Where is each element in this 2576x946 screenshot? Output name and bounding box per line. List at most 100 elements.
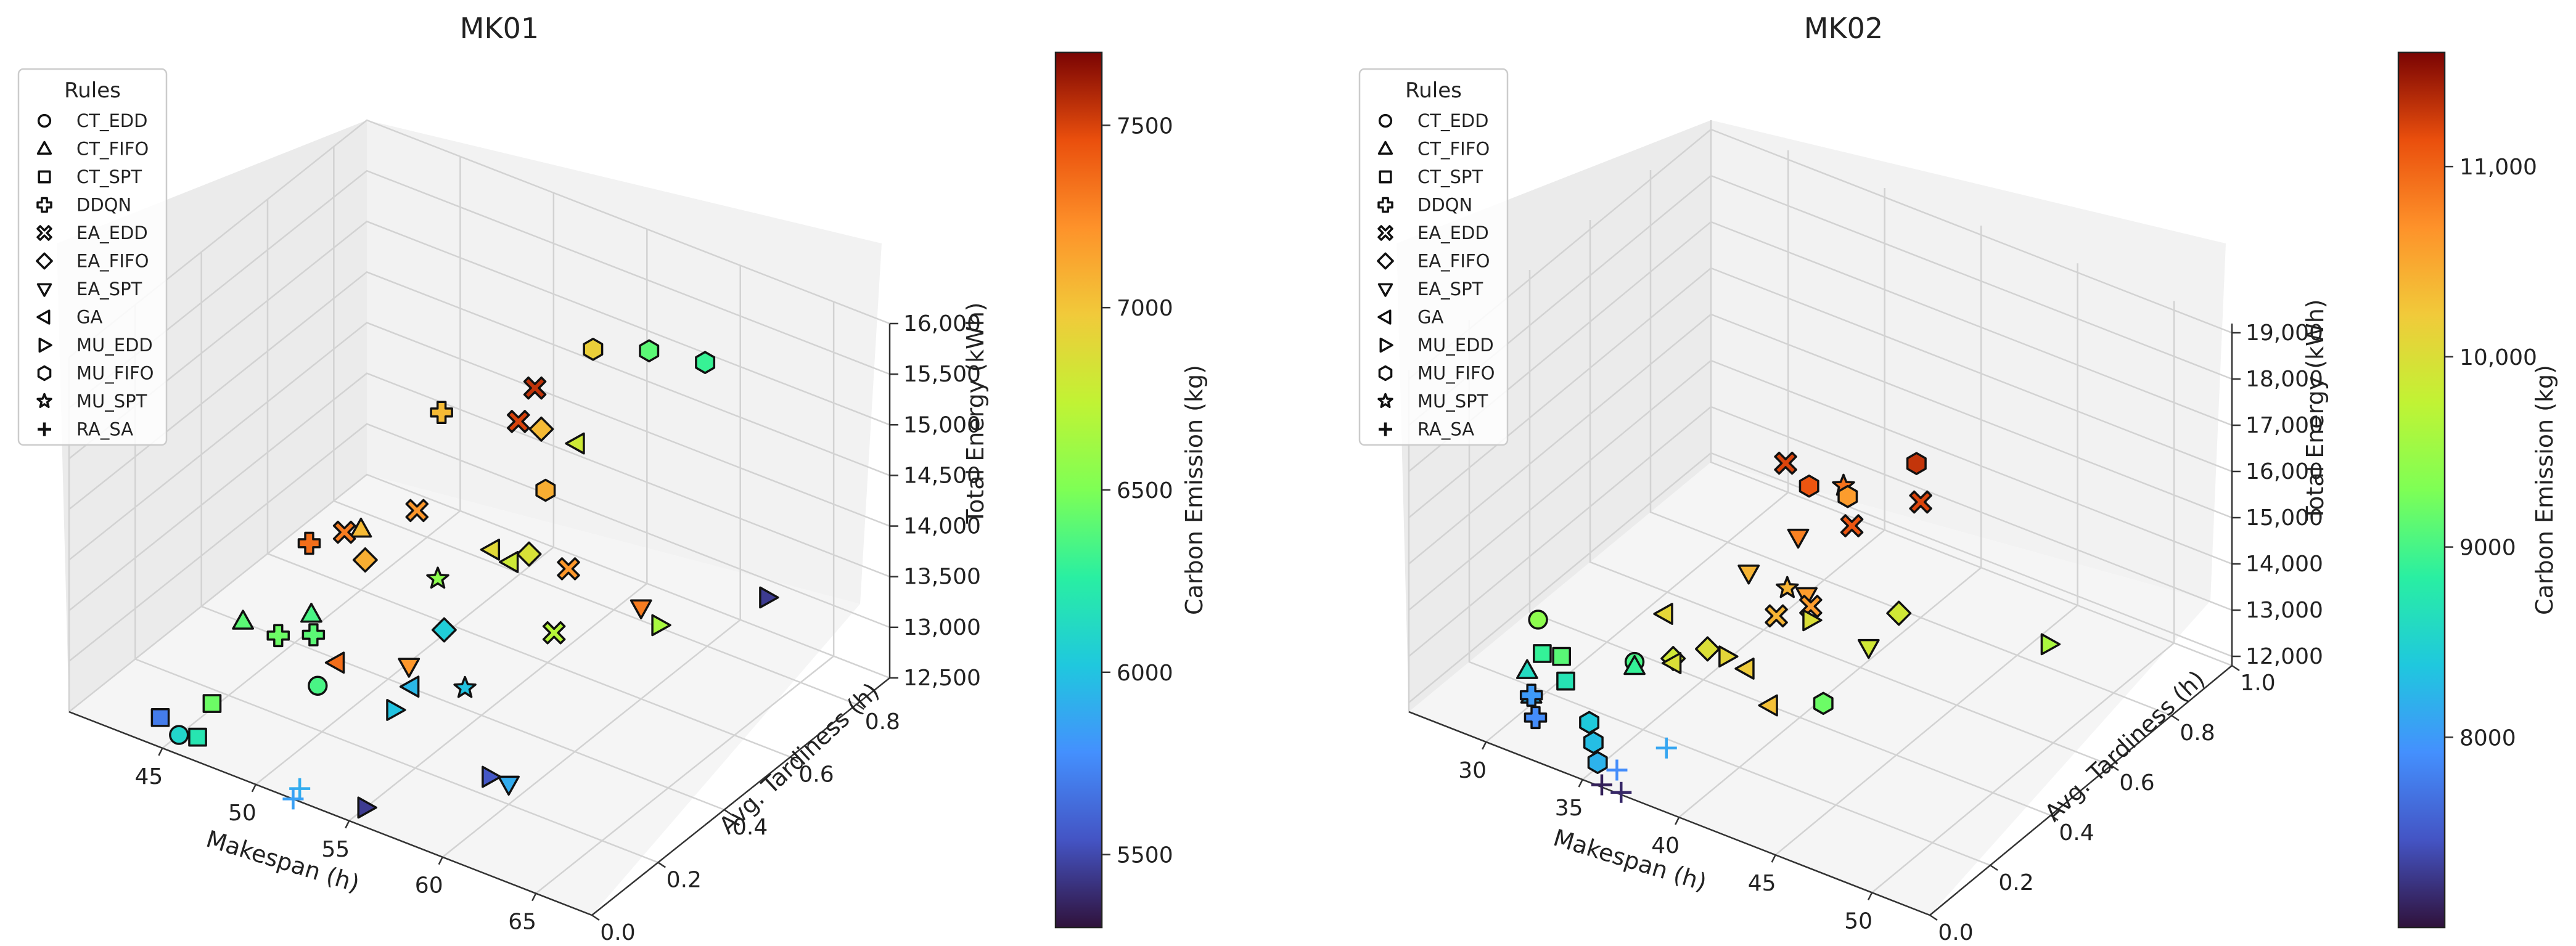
legend-marker-ea-edd — [36, 225, 52, 241]
colorbar-tick-label: 8000 — [2459, 725, 2516, 751]
point-ddqn — [266, 624, 290, 648]
legend-marker-ea-fifo — [1377, 252, 1394, 270]
z-tick-label: 14,000 — [903, 514, 981, 539]
point-ct-spt — [150, 707, 170, 727]
colorbar-tick-label: 11,000 — [2459, 155, 2537, 180]
legend-marker-mu-fifo — [1378, 365, 1393, 381]
point-mu-fifo — [1583, 731, 1604, 754]
point-mu-spt — [453, 675, 477, 698]
point-ddqn — [430, 401, 453, 425]
y-gridline — [1589, 220, 2112, 767]
legend-label: CT_FIFO — [1417, 139, 1490, 160]
y-axis-line — [1929, 665, 2233, 916]
point-ct-spt — [1533, 644, 1552, 663]
legend-label: EA_SPT — [1417, 279, 1483, 300]
point-ea-spt — [398, 658, 420, 678]
point-ga — [1734, 658, 1755, 680]
x-tick-label: 30 — [1458, 758, 1487, 783]
point-ga — [1661, 652, 1682, 674]
point-ea-fifo — [1695, 636, 1720, 662]
z-gridline — [68, 473, 890, 712]
legend-marker-mu-spt — [36, 393, 52, 409]
x-tick-label: 35 — [1555, 796, 1583, 821]
x-tick-mark — [1867, 892, 1873, 900]
mk01-points — [150, 337, 779, 819]
z-gridline — [1408, 359, 2233, 611]
point-mu-fifo — [583, 337, 604, 361]
x-tick-label: 65 — [508, 910, 536, 935]
z-tick-label: 19,000 — [2246, 320, 2323, 346]
point-mu-fifo — [639, 339, 660, 362]
legend-label: MU_EDD — [76, 335, 153, 356]
legend-label: MU_EDD — [1417, 335, 1494, 356]
point-mu-fifo — [1579, 711, 1600, 735]
legend-label: CT_EDD — [1417, 110, 1488, 131]
legend-marker-ct-edd — [37, 113, 52, 128]
point-mu-edd — [386, 699, 406, 721]
point-mu-edd — [2040, 633, 2061, 656]
x-axis-line — [1408, 711, 1930, 916]
colorbar-tick-label: 6500 — [1117, 478, 1173, 504]
mk01-title: MK01 — [460, 12, 539, 45]
legend-label: EA_FIFO — [1417, 251, 1490, 272]
legend-label: CT_EDD — [76, 110, 147, 131]
z-gridline — [68, 322, 890, 561]
point-mu-fifo — [1587, 751, 1608, 774]
point-ea-edd — [523, 376, 547, 400]
mk01-colorbar: 5500 6000 6500 7000 7500 Carbon Emission (kg… — [1054, 51, 1208, 929]
mk01-legend: Rules CT_EDD CT_FIFO CT_SPT DDQN EA_EDD EA_FI… — [17, 68, 168, 446]
point-ea-spt — [1737, 565, 1760, 585]
z-tick-label: 15,000 — [903, 412, 981, 438]
x-tick-label: 45 — [135, 764, 163, 789]
point-ga — [399, 675, 420, 698]
y-tick-label: 0.6 — [2119, 770, 2154, 796]
y-tick-mark — [790, 756, 798, 763]
x-tick-mark — [1482, 741, 1487, 750]
legend-label: EA_EDD — [76, 222, 148, 243]
point-ddqn — [1519, 683, 1543, 707]
mk02-xlabel: Makespan (h) — [1550, 824, 1710, 896]
legend-label: RA_SA — [1417, 419, 1474, 440]
z-tick-label: 16,000 — [2246, 459, 2323, 484]
legend-marker-mu-spt — [1377, 393, 1393, 409]
y-tick-label: 1.0 — [2240, 671, 2275, 696]
x-tick-mark — [438, 857, 443, 865]
point-ra-sa — [1610, 781, 1632, 803]
point-ea-fifo — [528, 416, 554, 442]
legend-label: MU_FIFO — [1417, 363, 1495, 384]
colorbar-tick-label: 7000 — [1117, 296, 1173, 321]
point-ga — [498, 551, 519, 573]
point-ct-fifo — [232, 610, 255, 630]
point-ga — [565, 432, 585, 455]
point-ddqn — [1524, 706, 1548, 730]
z-gridline — [68, 220, 890, 460]
x-tick-mark — [1771, 854, 1776, 863]
y-tick-label: 0.2 — [1998, 870, 2033, 895]
point-ea-spt — [1857, 638, 1880, 659]
mk01-panes — [57, 120, 882, 915]
legend-marker-ea-edd — [1377, 225, 1393, 241]
point-mu-edd — [1802, 609, 1823, 632]
legend-marker-ra-sa — [38, 422, 51, 436]
point-mu-edd — [651, 614, 671, 637]
point-ct-spt — [202, 694, 222, 713]
z-tick-label: 12,000 — [2246, 644, 2323, 669]
point-ra-sa — [282, 788, 304, 810]
z-gridline — [1408, 406, 2233, 657]
x-tick-mark — [158, 748, 163, 756]
point-mu-spt — [426, 566, 449, 589]
mk01-colorbar-label: Carbon Emission (kg) — [1181, 365, 1208, 615]
y-gridline — [1528, 270, 2051, 817]
point-ea-spt — [1787, 528, 1810, 549]
legend-label: DDQN — [76, 195, 131, 216]
mk02-plot: 30 35 40 45 50 0.0 0.2 0.4 0.6 0.8 1.012,000 13,000… — [1358, 12, 2558, 945]
point-mu-fifo — [695, 351, 716, 374]
z-gridline — [68, 119, 890, 358]
y-tick-mark — [2231, 664, 2240, 672]
legend-marker-ea-spt — [1377, 283, 1393, 297]
legend-label: GA — [1417, 307, 1443, 328]
z-tick-label: 13,000 — [2246, 598, 2323, 623]
point-ea-spt — [630, 599, 652, 619]
z-tick-label: 18,000 — [2246, 367, 2323, 392]
